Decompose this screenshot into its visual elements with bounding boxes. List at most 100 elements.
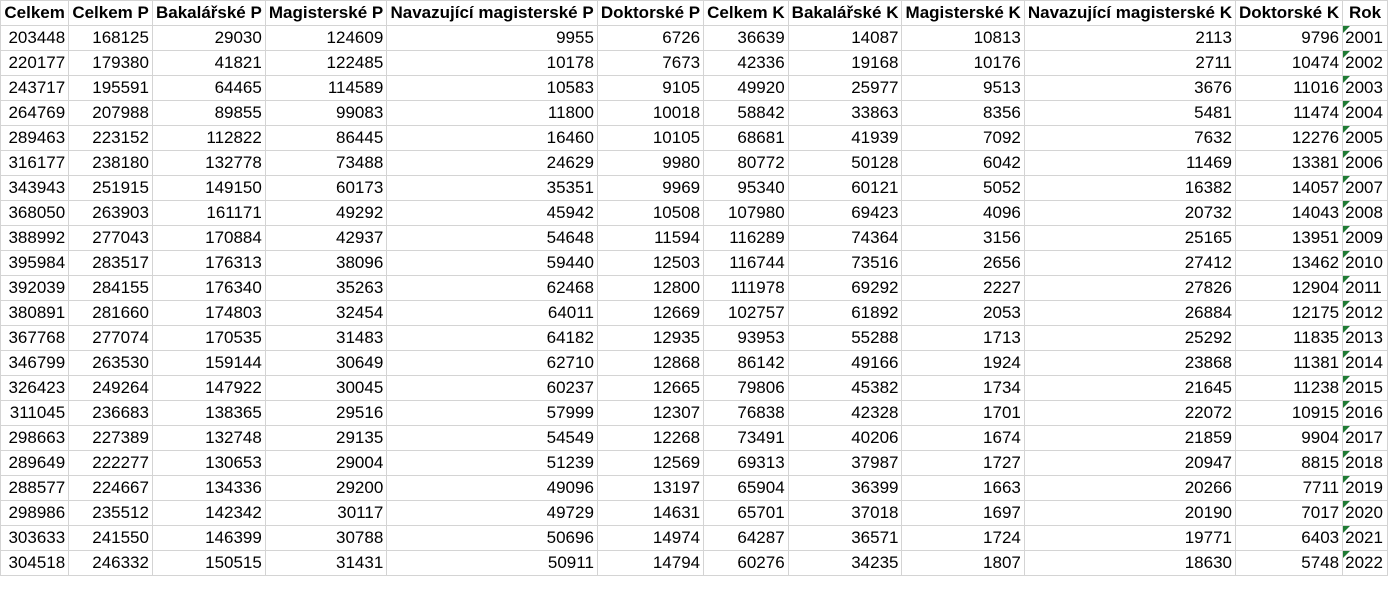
cell[interactable]: 93953 [703, 325, 789, 351]
cell[interactable]: 62468 [386, 275, 598, 301]
cell[interactable]: 281660 [68, 300, 153, 326]
cell[interactable]: 42328 [787, 400, 903, 426]
cell[interactable]: 9904 [1234, 425, 1344, 451]
cell[interactable]: 69313 [703, 450, 789, 476]
cell[interactable]: 79806 [703, 375, 789, 401]
cell[interactable]: 235512 [68, 500, 153, 526]
cell[interactable]: 14794 [596, 550, 705, 576]
cell[interactable]: 124609 [264, 25, 388, 51]
cell[interactable]: 32454 [264, 300, 388, 326]
cell[interactable]: 392039 [0, 275, 70, 301]
column-header[interactable]: Navazující magisterské P [386, 0, 598, 26]
cell[interactable]: 203448 [0, 25, 70, 51]
cell-year[interactable]: 2001 [1342, 25, 1388, 51]
cell[interactable]: 114589 [264, 75, 388, 101]
cell[interactable]: 68681 [703, 125, 789, 151]
cell[interactable]: 380891 [0, 300, 70, 326]
column-header[interactable]: Celkem [0, 0, 70, 26]
cell[interactable]: 251915 [68, 175, 153, 201]
cell[interactable]: 23868 [1023, 350, 1236, 376]
cell[interactable]: 86445 [264, 125, 388, 151]
cell[interactable]: 65904 [703, 475, 789, 501]
cell[interactable]: 241550 [68, 525, 153, 551]
cell[interactable]: 223152 [68, 125, 153, 151]
cell[interactable]: 37018 [787, 500, 903, 526]
cell-year[interactable]: 2006 [1342, 150, 1388, 176]
cell[interactable]: 69292 [787, 275, 903, 301]
cell[interactable]: 289649 [0, 450, 70, 476]
cell[interactable]: 22072 [1023, 400, 1236, 426]
cell[interactable]: 19771 [1023, 525, 1236, 551]
cell[interactable]: 27826 [1023, 275, 1236, 301]
cell[interactable]: 6726 [596, 25, 705, 51]
cell[interactable]: 14043 [1234, 200, 1344, 226]
column-header[interactable]: Bakalářské P [151, 0, 266, 26]
cell[interactable]: 249264 [68, 375, 153, 401]
cell[interactable]: 224667 [68, 475, 153, 501]
cell[interactable]: 116289 [703, 225, 789, 251]
cell[interactable]: 10105 [596, 125, 705, 151]
cell[interactable]: 25977 [787, 75, 903, 101]
cell[interactable]: 11469 [1023, 150, 1236, 176]
cell[interactable]: 50128 [787, 150, 903, 176]
cell[interactable]: 174803 [151, 300, 266, 326]
cell[interactable]: 60121 [787, 175, 903, 201]
column-header[interactable]: Magisterské K [901, 0, 1025, 26]
cell[interactable]: 42336 [703, 50, 789, 76]
cell[interactable]: 12935 [596, 325, 705, 351]
cell[interactable]: 122485 [264, 50, 388, 76]
cell[interactable]: 14057 [1234, 175, 1344, 201]
cell-year[interactable]: 2019 [1342, 475, 1388, 501]
cell[interactable]: 7673 [596, 50, 705, 76]
cell[interactable]: 12669 [596, 300, 705, 326]
cell[interactable]: 49096 [386, 475, 598, 501]
cell[interactable]: 20266 [1023, 475, 1236, 501]
cell[interactable]: 107980 [703, 200, 789, 226]
cell[interactable]: 36399 [787, 475, 903, 501]
cell[interactable]: 33863 [787, 100, 903, 126]
cell[interactable]: 18630 [1023, 550, 1236, 576]
cell[interactable]: 49729 [386, 500, 598, 526]
cell[interactable]: 54549 [386, 425, 598, 451]
cell[interactable]: 31483 [264, 325, 388, 351]
cell[interactable]: 9513 [901, 75, 1025, 101]
cell[interactable]: 29135 [264, 425, 388, 451]
cell[interactable]: 1727 [901, 450, 1025, 476]
cell[interactable]: 64465 [151, 75, 266, 101]
cell[interactable]: 38096 [264, 250, 388, 276]
cell-year[interactable]: 2012 [1342, 300, 1388, 326]
cell[interactable]: 64011 [386, 300, 598, 326]
cell[interactable]: 60276 [703, 550, 789, 576]
cell-year[interactable]: 2021 [1342, 525, 1388, 551]
cell[interactable]: 54648 [386, 225, 598, 251]
cell[interactable]: 62710 [386, 350, 598, 376]
cell[interactable]: 31431 [264, 550, 388, 576]
cell[interactable]: 264769 [0, 100, 70, 126]
cell[interactable]: 76838 [703, 400, 789, 426]
cell-year[interactable]: 2011 [1342, 275, 1388, 301]
cell[interactable]: 277043 [68, 225, 153, 251]
cell[interactable]: 326423 [0, 375, 70, 401]
cell[interactable]: 283517 [68, 250, 153, 276]
cell-year[interactable]: 2007 [1342, 175, 1388, 201]
cell[interactable]: 9980 [596, 150, 705, 176]
cell[interactable]: 176313 [151, 250, 266, 276]
cell[interactable]: 246332 [68, 550, 153, 576]
cell[interactable]: 13197 [596, 475, 705, 501]
cell[interactable]: 29030 [151, 25, 266, 51]
cell[interactable]: 10508 [596, 200, 705, 226]
cell[interactable]: 64287 [703, 525, 789, 551]
cell[interactable]: 12569 [596, 450, 705, 476]
cell-year[interactable]: 2014 [1342, 350, 1388, 376]
cell[interactable]: 150515 [151, 550, 266, 576]
cell[interactable]: 222277 [68, 450, 153, 476]
cell[interactable]: 5748 [1234, 550, 1344, 576]
cell[interactable]: 59440 [386, 250, 598, 276]
cell[interactable]: 176340 [151, 275, 266, 301]
cell[interactable]: 11238 [1234, 375, 1344, 401]
cell[interactable]: 61892 [787, 300, 903, 326]
cell[interactable]: 25165 [1023, 225, 1236, 251]
cell[interactable]: 243717 [0, 75, 70, 101]
cell[interactable]: 16382 [1023, 175, 1236, 201]
cell[interactable]: 170535 [151, 325, 266, 351]
